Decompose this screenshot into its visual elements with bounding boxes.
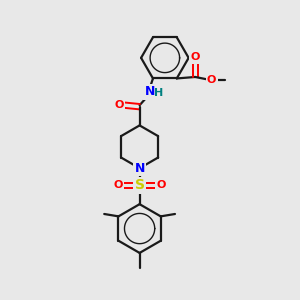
- Text: S: S: [135, 178, 145, 193]
- Text: O: O: [115, 100, 124, 110]
- Text: O: O: [156, 181, 166, 190]
- Text: H: H: [154, 88, 164, 98]
- Text: O: O: [190, 52, 200, 62]
- Text: N: N: [145, 85, 155, 98]
- Text: O: O: [207, 75, 216, 85]
- Text: N: N: [134, 162, 145, 175]
- Text: O: O: [113, 181, 123, 190]
